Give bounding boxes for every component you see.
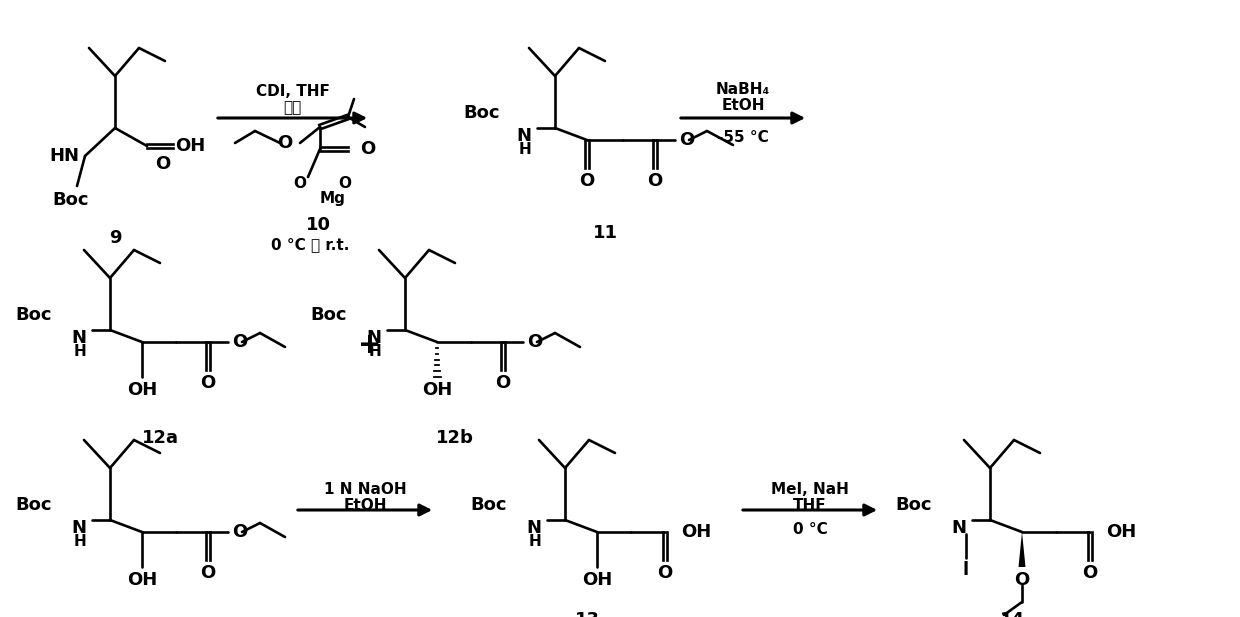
Text: Boc: Boc <box>15 496 52 514</box>
Text: Boc: Boc <box>310 306 347 324</box>
Text: N: N <box>951 519 966 537</box>
Text: 11: 11 <box>593 224 618 242</box>
Text: 0 °C: 0 °C <box>792 523 827 537</box>
Text: N: N <box>71 519 86 537</box>
Text: 1 N NaOH: 1 N NaOH <box>324 482 407 497</box>
Text: N: N <box>366 329 381 347</box>
Text: H: H <box>73 534 86 550</box>
Text: N: N <box>526 519 541 537</box>
Text: O: O <box>495 374 511 392</box>
Text: EtOH: EtOH <box>343 499 387 513</box>
Text: OH: OH <box>175 137 206 155</box>
Text: O: O <box>680 131 694 149</box>
Text: 12b: 12b <box>436 429 474 447</box>
Text: O: O <box>1083 564 1097 582</box>
Text: HN: HN <box>50 147 79 165</box>
Text: H: H <box>368 344 381 360</box>
Text: 14: 14 <box>999 611 1024 617</box>
Text: OH: OH <box>126 571 157 589</box>
Text: O: O <box>232 523 247 541</box>
Text: -55 °C: -55 °C <box>717 131 769 146</box>
Text: 10: 10 <box>306 216 331 234</box>
Text: H: H <box>73 344 86 360</box>
Text: O: O <box>339 175 351 191</box>
Text: N: N <box>516 127 531 145</box>
Text: O: O <box>579 172 595 190</box>
Text: H: H <box>518 143 531 157</box>
Text: Boc: Boc <box>470 496 507 514</box>
Text: H: H <box>528 534 541 550</box>
Text: 13: 13 <box>574 611 599 617</box>
Text: 9: 9 <box>109 229 122 247</box>
Text: Boc: Boc <box>15 306 52 324</box>
Text: O: O <box>201 564 216 582</box>
Text: CDI, THF: CDI, THF <box>255 85 330 99</box>
Text: O: O <box>360 140 376 158</box>
Polygon shape <box>1018 532 1025 567</box>
Text: Boc: Boc <box>464 104 500 122</box>
Text: O: O <box>232 333 247 351</box>
Text: OH: OH <box>582 571 613 589</box>
Text: MeI, NaH: MeI, NaH <box>771 482 849 497</box>
Text: O: O <box>1014 571 1029 589</box>
Text: O: O <box>293 175 306 191</box>
Text: 0 °C 至 r.t.: 0 °C 至 r.t. <box>270 238 350 252</box>
Text: NaBH₄: NaBH₄ <box>715 83 770 97</box>
Text: 12a: 12a <box>141 429 179 447</box>
Text: OH: OH <box>1106 523 1136 541</box>
Text: O: O <box>527 333 542 351</box>
Text: l: l <box>963 561 970 579</box>
Text: Boc: Boc <box>53 191 89 209</box>
Text: O: O <box>201 374 216 392</box>
Text: O: O <box>277 134 291 152</box>
Text: O: O <box>647 172 662 190</box>
Text: +: + <box>358 331 382 359</box>
Text: OH: OH <box>681 523 712 541</box>
Text: THF: THF <box>794 499 827 513</box>
Text: EtOH: EtOH <box>722 99 765 114</box>
Text: OH: OH <box>422 381 453 399</box>
Text: Boc: Boc <box>895 496 932 514</box>
Text: N: N <box>71 329 86 347</box>
Text: Mg: Mg <box>320 191 346 207</box>
Text: OH: OH <box>126 381 157 399</box>
Text: O: O <box>155 155 171 173</box>
Text: O: O <box>657 564 672 582</box>
Text: 然后: 然后 <box>284 101 301 115</box>
